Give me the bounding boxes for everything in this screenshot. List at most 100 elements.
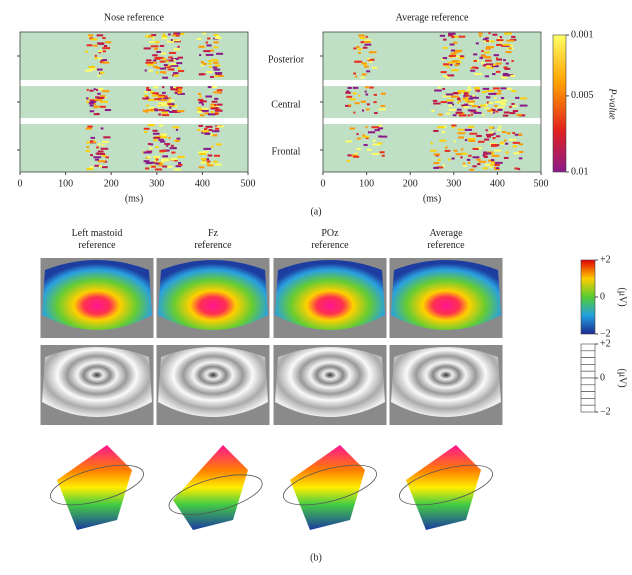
significance-patch bbox=[158, 94, 165, 97]
significance-patch bbox=[503, 66, 508, 69]
significance-patch bbox=[94, 164, 101, 167]
significance-patch bbox=[207, 37, 211, 40]
significance-patch bbox=[213, 33, 218, 36]
significance-patch bbox=[433, 166, 439, 169]
significance-patch bbox=[85, 127, 92, 130]
significance-patch bbox=[502, 72, 509, 75]
significance-patch bbox=[197, 93, 201, 96]
significance-patch bbox=[213, 103, 217, 106]
significance-patch bbox=[494, 96, 497, 99]
column-title: POz reference bbox=[311, 228, 349, 251]
significance-patch bbox=[467, 138, 476, 141]
significance-patch bbox=[455, 62, 460, 65]
significance-patch bbox=[514, 133, 522, 136]
significance-patch bbox=[147, 124, 155, 127]
significance-patch bbox=[485, 133, 494, 136]
significance-patch bbox=[173, 72, 179, 75]
significance-patch bbox=[166, 144, 169, 147]
significance-patch bbox=[372, 139, 376, 142]
significance-patch bbox=[216, 143, 222, 146]
significance-patch bbox=[476, 158, 481, 161]
significance-patch bbox=[470, 67, 473, 70]
significance-patch bbox=[481, 50, 484, 53]
significance-patch bbox=[86, 88, 89, 91]
significance-patch bbox=[451, 124, 457, 127]
significance-patch bbox=[453, 92, 459, 95]
significance-patch bbox=[452, 103, 455, 106]
significance-patch bbox=[352, 92, 357, 95]
significance-patch bbox=[451, 126, 455, 129]
significance-patch bbox=[89, 110, 95, 113]
significance-patch bbox=[475, 67, 479, 70]
significance-patch bbox=[198, 166, 205, 169]
x-tick-label: 100 bbox=[359, 178, 374, 189]
significance-patch bbox=[163, 95, 168, 98]
significance-patch bbox=[496, 43, 502, 46]
significance-patch bbox=[143, 94, 148, 97]
significance-patch bbox=[456, 108, 462, 111]
significance-patch bbox=[155, 162, 160, 165]
significance-patch bbox=[485, 96, 489, 99]
significance-patch bbox=[162, 58, 167, 61]
significance-patch bbox=[200, 61, 204, 64]
significance-patch bbox=[213, 154, 221, 157]
significance-patch bbox=[503, 156, 509, 159]
significance-patch bbox=[97, 160, 106, 163]
significance-patch bbox=[358, 94, 361, 97]
significance-patch bbox=[200, 64, 204, 67]
significance-patch bbox=[361, 62, 367, 65]
significance-patch bbox=[144, 97, 150, 100]
significance-patch bbox=[95, 152, 99, 155]
significance-patch bbox=[200, 157, 207, 160]
significance-patch bbox=[93, 156, 102, 159]
significance-patch bbox=[357, 48, 363, 51]
significance-patch bbox=[446, 99, 455, 102]
significance-patch bbox=[438, 113, 443, 116]
significance-patch bbox=[174, 32, 177, 35]
significance-patch bbox=[495, 167, 500, 170]
significance-patch bbox=[161, 109, 170, 112]
significance-patch bbox=[174, 88, 183, 91]
band bbox=[20, 86, 248, 118]
significance-patch bbox=[457, 90, 465, 93]
significance-patch bbox=[159, 124, 164, 127]
significance-patch bbox=[500, 75, 506, 78]
significance-patch bbox=[367, 131, 376, 134]
significance-patch bbox=[146, 59, 152, 62]
significance-patch bbox=[346, 159, 350, 162]
colorbar-tick-label: 0.005 bbox=[571, 90, 594, 101]
significance-patch bbox=[483, 107, 489, 110]
significance-patch bbox=[177, 67, 181, 70]
significance-patch bbox=[97, 74, 101, 77]
x-tick-label: 0 bbox=[18, 178, 23, 189]
significance-patch bbox=[506, 132, 511, 135]
significance-patch bbox=[152, 86, 159, 89]
significance-patch bbox=[477, 90, 480, 93]
significance-patch bbox=[154, 157, 158, 160]
significance-patch bbox=[352, 86, 359, 89]
significance-patch bbox=[488, 101, 494, 104]
significance-patch bbox=[145, 61, 151, 64]
significance-patch bbox=[491, 111, 495, 114]
significance-patch bbox=[450, 49, 456, 52]
significance-patch bbox=[368, 51, 377, 54]
significance-patch bbox=[199, 95, 202, 98]
significance-patch bbox=[449, 63, 453, 66]
significance-patch bbox=[100, 59, 107, 62]
significance-patch bbox=[511, 102, 515, 105]
significance-patch bbox=[461, 152, 468, 155]
head-ring bbox=[50, 464, 144, 506]
significance-patch bbox=[86, 168, 93, 171]
significance-patch bbox=[177, 110, 185, 113]
significance-patch bbox=[176, 86, 183, 89]
significance-patch bbox=[356, 147, 361, 150]
significance-patch bbox=[503, 111, 510, 114]
significance-patch bbox=[167, 100, 172, 103]
significance-patch bbox=[458, 92, 461, 95]
significance-patch bbox=[481, 91, 487, 94]
column-title: Left mastoid reference bbox=[72, 228, 123, 251]
significance-patch bbox=[197, 128, 201, 131]
colorbar-step bbox=[580, 350, 596, 358]
significance-patch bbox=[151, 165, 156, 168]
